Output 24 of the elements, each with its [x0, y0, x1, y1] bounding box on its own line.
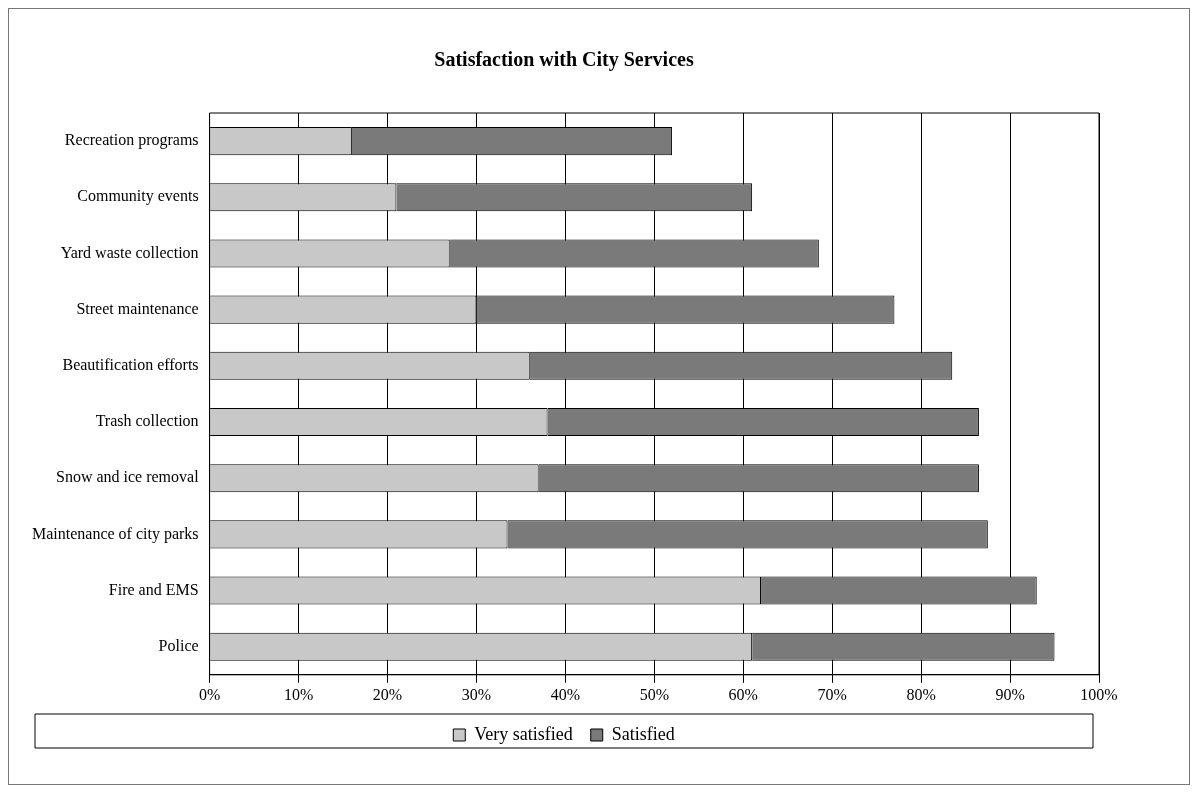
x-tick-label: 50% [639, 685, 669, 703]
x-tick-label: 10% [283, 685, 314, 703]
y-tick-label: Recreation programs [64, 131, 199, 150]
y-tick-label: Street maintenance [76, 299, 199, 317]
x-tick-label: 0% [198, 685, 221, 703]
y-tick-label: Beautification efforts [62, 356, 199, 374]
x-tick-label: 30% [461, 685, 492, 703]
x-tick-label: 20% [372, 685, 403, 703]
x-tick-label: 80% [906, 685, 936, 703]
x-tick-label: 90% [995, 685, 1025, 703]
y-tick-label: Fire and EMS [108, 580, 199, 598]
x-tick-label: 100% [1080, 685, 1118, 703]
legend-label: Very satisfied [474, 723, 573, 744]
chart-title: Satisfaction with City Services [434, 48, 694, 72]
y-tick-label: Trash collection [95, 412, 199, 430]
y-tick-label: Community events [77, 187, 199, 206]
y-tick-label: Yard waste collection [60, 243, 199, 261]
y-tick-label: Snow and ice removal [55, 468, 200, 486]
x-tick-label: 70% [817, 685, 847, 703]
x-tick-label: 40% [550, 685, 581, 703]
x-tick-label: 60% [728, 685, 758, 703]
y-tick-label: Maintenance of city parks [31, 524, 199, 543]
legend-label: Satisfied [611, 723, 675, 744]
y-tick-label: Police [158, 636, 199, 654]
